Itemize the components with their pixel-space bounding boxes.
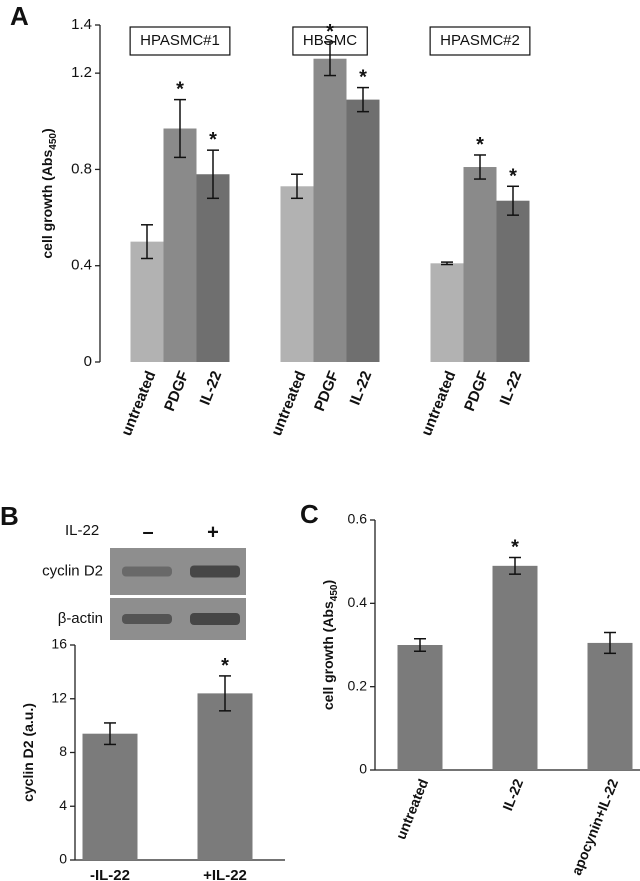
group-label: HBSMC [303,32,357,49]
blot-band-label: β-actin [58,610,103,627]
y-tick-label: 0.2 [348,677,368,693]
y-axis-label: cyclin D2 (a.u.) [20,703,36,802]
bar [492,565,538,770]
error-bar [509,556,521,575]
bar [196,174,230,362]
blot-band [122,566,172,577]
y-tick-label: 0 [359,761,367,777]
y-tick-label: 0.4 [348,594,368,610]
blot-band [190,613,240,625]
y-label-text: cell growth (Abs [320,601,336,710]
error-bar [357,86,369,113]
group-box [429,26,531,56]
error-bar [604,631,616,655]
x-tick-label: PDGF [161,369,192,414]
y-tick-label: 1.2 [71,64,92,81]
bar [130,241,164,362]
y-tick-label: 4 [59,797,67,813]
error-bar [441,261,453,266]
significance-mark: * [476,134,484,156]
bar [313,58,347,362]
x-tick-label: IL-22 [497,369,526,408]
y-axis-label: cell growth (Abs450) [320,580,340,710]
error-bar [414,638,426,652]
y-tick-label: 0.4 [71,257,92,274]
significance-mark: * [209,129,217,151]
error-bar [324,41,336,77]
error-bar [207,149,219,200]
y-tick-label: 0 [59,851,67,867]
bar [463,167,497,362]
x-tick-label: +IL-22 [203,867,247,881]
x-tick-label: IL-22 [499,776,526,812]
x-tick-label: untreated [418,369,459,439]
error-bar [507,185,519,216]
y-label-sub: 450 [48,133,59,150]
significance-mark: * [176,79,184,101]
blot-band-label: cyclin D2 [42,562,103,579]
y-tick-label: 0 [84,353,92,370]
group-label: HPASMC#2 [440,32,520,49]
x-tick-label: -IL-22 [90,867,130,881]
x-tick-label: apocynin+IL-22 [568,776,621,877]
bar [496,200,530,362]
error-bar [174,98,186,159]
bar [346,99,380,362]
y-label-text: cyclin D2 (a.u.) [20,703,36,802]
bar [430,263,464,362]
y-tick-label: 1.4 [71,16,92,33]
bar [163,128,197,362]
y-label-end: ) [39,128,55,133]
x-tick-label: PDGF [311,369,342,414]
y-label-sub: 450 [329,584,340,601]
blot-band [190,565,240,578]
significance-mark: * [509,165,517,187]
blot-lane: – [142,521,153,543]
error-bar [291,173,303,200]
y-tick-label: 8 [59,743,67,759]
significance-mark: * [326,21,334,43]
y-tick-label: 0.8 [71,160,92,177]
bar [587,642,633,770]
blot-lane: + [207,521,219,543]
blot-treatment: IL-22 [65,522,99,539]
y-label-end: ) [320,580,336,585]
x-tick-label: untreated [118,369,159,439]
significance-mark: * [221,655,229,677]
significance-mark: * [511,537,519,559]
panel-label: C [300,499,319,529]
bar [280,186,314,362]
error-bar [474,154,486,180]
x-tick-label: untreated [268,369,309,439]
group-label: HPASMC#1 [140,32,220,49]
bar [82,733,138,860]
x-tick-label: IL-22 [347,369,376,408]
x-tick-label: untreated [392,777,431,842]
significance-mark: * [359,67,367,89]
y-tick-label: 0.6 [348,511,368,527]
y-label-text: cell growth (Abs [39,150,55,259]
bar [197,693,253,860]
error-bar [219,675,231,712]
x-tick-label: IL-22 [197,369,226,408]
y-tick-label: 12 [51,689,67,705]
error-bar [141,224,153,260]
panel-label: B [0,501,19,531]
error-bar [104,722,116,746]
y-tick-label: 16 [51,636,67,652]
blot-band [122,614,172,624]
panel-label: A [10,1,29,31]
bar [397,645,443,770]
y-axis-label: cell growth (Abs450) [39,128,59,258]
group-box [129,26,231,56]
x-tick-label: PDGF [461,369,492,414]
